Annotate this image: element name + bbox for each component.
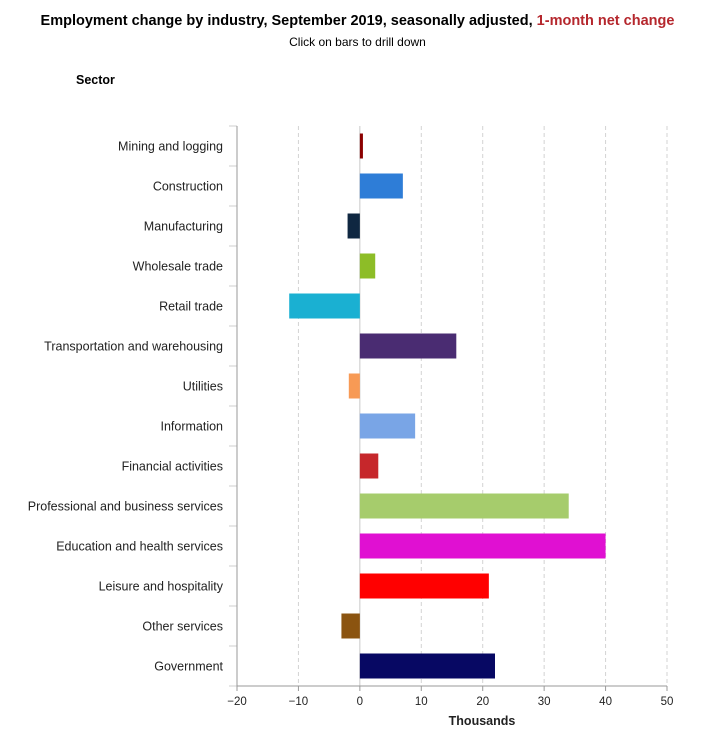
x-tick-label: 40 (599, 696, 612, 708)
chart-title-highlight: 1-month net change (536, 13, 675, 29)
bar-professional-and-business-services[interactable] (359, 493, 569, 519)
axes (236, 126, 668, 691)
bar-manufacturing[interactable] (347, 213, 360, 239)
category-label: Manufacturing (144, 220, 223, 234)
chart-title-main: Employment change by industry, September… (40, 13, 537, 29)
category-label: Retail trade (159, 300, 223, 314)
tick-labels: −20 −10 0 10 20 30 40 50 (227, 696, 673, 708)
bar-wholesale-trade[interactable] (359, 253, 376, 279)
category-label: Other services (142, 620, 223, 634)
bar-transportation-and-warehousing[interactable] (359, 333, 457, 359)
category-label: Wholesale trade (133, 260, 223, 274)
category-label: Information (160, 420, 223, 434)
category-label: Government (154, 660, 223, 674)
x-tick-label: −10 (289, 696, 309, 708)
category-label: Financial activities (122, 460, 223, 474)
category-label: Transportation and warehousing (44, 340, 223, 354)
category-label: Construction (153, 180, 223, 194)
category-axis-title: Sector (76, 73, 115, 87)
bar-information[interactable] (359, 413, 416, 439)
x-axis-title: Thousands (449, 714, 516, 728)
bar-retail-trade[interactable] (289, 293, 360, 319)
category-labels: Mining and logging Construction Manufactur… (28, 140, 224, 674)
x-tick-label: 0 (357, 696, 363, 708)
x-tick-label: 10 (415, 696, 428, 708)
grid-lines (297, 126, 668, 686)
bar-mining-and-logging[interactable] (359, 133, 363, 159)
category-label: Professional and business services (28, 500, 223, 514)
x-tick-label: −20 (227, 696, 247, 708)
category-label: Leisure and hospitality (99, 580, 224, 594)
bar-other-services[interactable] (341, 613, 360, 639)
bar-education-and-health-services[interactable] (359, 533, 606, 559)
category-label: Utilities (183, 380, 223, 394)
x-tick-label: 20 (476, 696, 489, 708)
category-label: Mining and logging (118, 140, 223, 154)
bar-government[interactable] (359, 653, 495, 679)
category-separators (229, 125, 237, 687)
bars (289, 133, 606, 679)
x-tick-label: 50 (661, 696, 674, 708)
bar-construction[interactable] (359, 173, 403, 199)
x-tick-label: 30 (538, 696, 551, 708)
category-label: Education and health services (56, 540, 223, 554)
bar-utilities[interactable] (348, 373, 360, 399)
chart-subtitle: Click on bars to drill down (289, 35, 426, 49)
bar-leisure-and-hospitality[interactable] (359, 573, 489, 599)
bar-financial-activities[interactable] (359, 453, 379, 479)
chart-title: Employment change by industry, September… (0, 13, 715, 29)
